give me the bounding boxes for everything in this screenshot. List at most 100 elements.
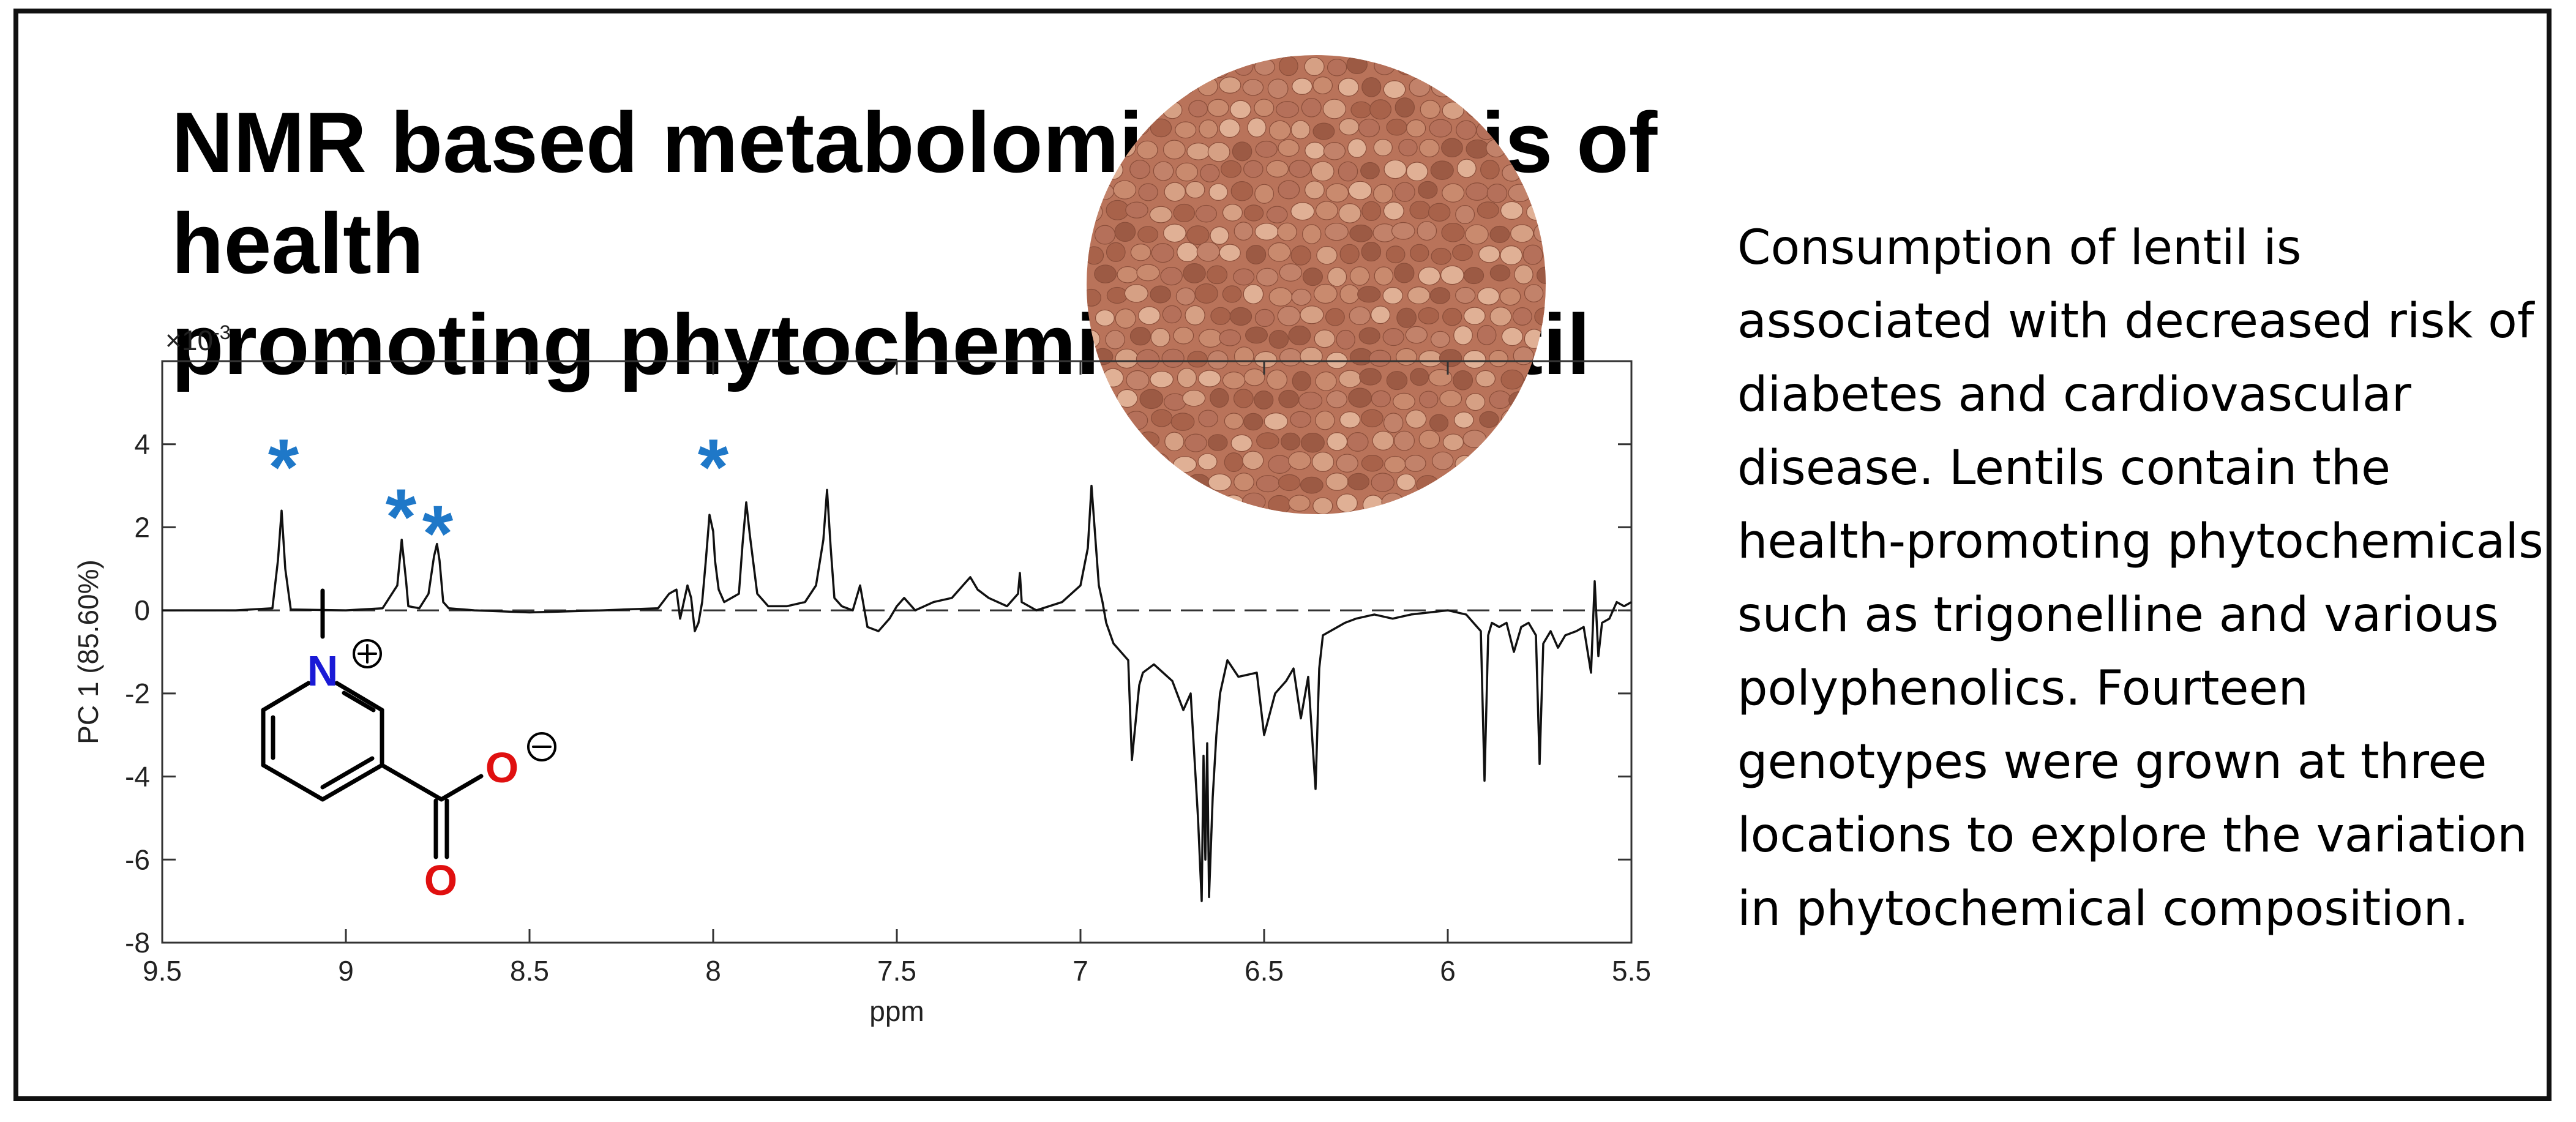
lentil-seed [1207,142,1230,162]
lentil-seed [1197,453,1218,470]
lentil-seed [1105,330,1125,350]
lentil-seed [1087,288,1101,307]
lentil-seed [1150,370,1174,388]
lentil-seed [1339,284,1360,304]
lentil-seed [1510,224,1534,243]
lentil-seed [1187,351,1208,368]
lentil-seed [1266,369,1288,390]
lentil-seed [1466,182,1489,201]
lentil-seed [1418,430,1440,449]
lentil-seed [1477,324,1497,345]
lentil-seed [1428,369,1453,387]
x-tick-label: 7.5 [877,955,916,987]
lentil-seed [1278,180,1300,200]
lentil-seed [1206,265,1228,285]
lentil-seed [1292,78,1313,95]
lentil-seed [1349,224,1373,242]
lentil-seed [1429,414,1449,432]
lentil-seed [1315,371,1337,391]
lentil-seed [1243,204,1264,222]
lentil-seed [1153,161,1174,181]
lentil-seed [1339,411,1361,428]
lentil-seed [1537,266,1546,285]
lentil-seed [1327,267,1347,287]
lentil-seed [1148,78,1172,98]
lentil-seed [1398,138,1418,157]
lentil-seed [1254,351,1278,368]
lentil-seed [1116,389,1138,408]
lentil-seed [1404,455,1426,472]
lentil-seed [1164,432,1185,452]
lentil-seed [1521,122,1544,140]
lentil-seed [1465,224,1489,245]
lentil-seed [1383,80,1406,99]
lentil-seed [1338,78,1359,97]
lentil-seed [1456,159,1477,178]
lentil-seed [1288,325,1311,346]
lentil-seed [1219,118,1241,138]
x-tick-label: 8.5 [510,955,549,987]
carboxyl-bond [439,774,484,802]
lentil-seed [1418,266,1441,286]
lentil-seed [1314,329,1336,348]
lentil-seed [1183,263,1206,283]
lentil-seed [1126,370,1150,391]
lentil-seed [1302,224,1322,244]
lentil-seed [1405,326,1428,344]
lentil-seed [1373,184,1393,204]
lentil-seed [1224,413,1244,430]
lentil-seed [1522,244,1543,265]
ring-double-bond [320,756,375,790]
lentil-seed [1290,120,1311,140]
lentil-seed [1486,138,1507,158]
lentil-seed [1290,245,1311,266]
lentil-seed [1486,184,1508,203]
lentil-seed [1503,80,1522,98]
lentil-seed [1371,390,1391,408]
lentil-seed [1170,413,1195,431]
lentil-seed [1219,329,1241,346]
lentil-seed [1278,474,1301,492]
y-tick-label: -2 [125,678,150,709]
lentil-seed [1115,97,1137,115]
lentil-seed [1409,77,1431,97]
lentil-seed [1184,433,1207,452]
lentil-seed [1346,55,1368,75]
lentil-seed [1288,495,1311,512]
lentil-seed [1162,305,1182,324]
lentil-seed [1418,181,1438,199]
x-axis-ticks: 9.5 9 8.5 8 7.5 7 6.5 6 5.5 [143,361,1651,987]
lentil-seed [1524,284,1544,303]
lentil-seed [1347,473,1370,490]
lentil-seed [1255,140,1278,158]
lentil-seed [1232,141,1252,162]
x-axis-title: ppm [869,995,924,1027]
lentil-seed [1311,451,1335,473]
lentil-seed [1440,265,1464,285]
lentil-seed [1150,285,1171,304]
lentil-seed [1137,226,1159,243]
lentil-seed [1407,286,1431,305]
lentil-seed [1477,201,1499,219]
lentil-seed [1291,288,1312,306]
lentil-seed [1136,140,1158,160]
lentil-seed [1489,225,1510,243]
lentil-seed [1526,78,1546,98]
lentil-seed [1268,329,1289,349]
lentil-seed [1393,430,1415,451]
lentil-seed [1138,183,1158,201]
lentil-seed [1268,242,1291,262]
lentil-seed [1276,101,1300,118]
lentil-seed [1476,121,1497,140]
x-tick-label: 6 [1440,955,1456,987]
peak-asterisk: * [698,422,729,512]
lentil-seed [1090,141,1113,159]
lentil-seed [1371,305,1391,324]
lentil-seed [1452,76,1477,95]
lentil-seed [1500,201,1524,220]
lentil-seed [1312,497,1333,514]
lentil-seed [1535,57,1546,77]
y-axis-title: PC 1 (85.60%) [72,559,104,744]
x-tick-label: 9 [338,955,354,987]
lentil-seed [1420,55,1440,75]
